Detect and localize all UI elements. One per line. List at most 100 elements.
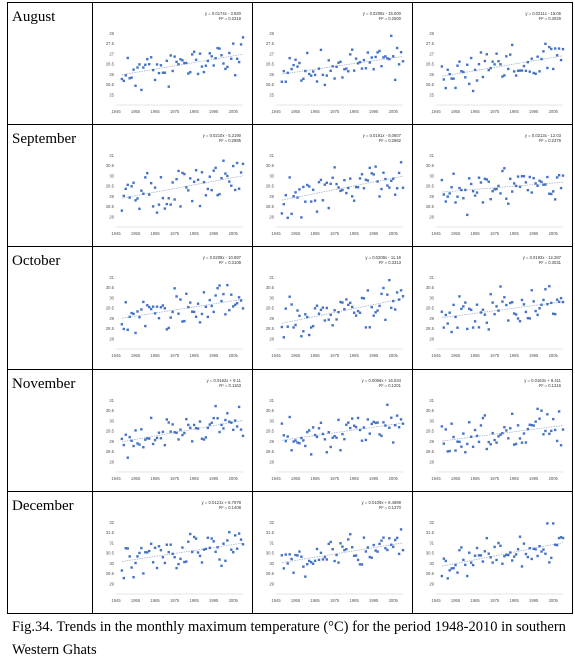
data-point	[306, 316, 309, 319]
data-point	[126, 456, 129, 459]
data-point	[333, 309, 336, 312]
data-point	[286, 71, 289, 75]
data-point	[475, 79, 479, 82]
data-point	[528, 546, 531, 550]
data-point	[540, 57, 543, 61]
trend-line	[121, 419, 244, 442]
data-point	[138, 442, 141, 446]
data-point	[514, 74, 518, 77]
data-point	[497, 434, 500, 438]
data-point	[499, 192, 502, 195]
data-point	[462, 305, 465, 308]
month-label: September	[12, 131, 77, 148]
data-point	[196, 426, 200, 430]
data-point	[149, 308, 153, 311]
data-point	[501, 170, 504, 173]
data-point	[380, 293, 383, 296]
data-point	[280, 421, 284, 425]
data-point	[384, 319, 387, 322]
chart-cell: y = 0.0210x - 5.2190 R² = 0.2885 28 28.5 29 2…	[92, 124, 253, 248]
data-point	[530, 57, 533, 60]
data-point	[142, 571, 145, 575]
data-point	[331, 65, 334, 68]
data-point	[534, 72, 537, 75]
data-point	[378, 305, 381, 308]
data-point	[469, 182, 473, 186]
data-point	[171, 311, 174, 314]
data-point	[483, 549, 487, 553]
y-tick-label: 30.5	[426, 163, 435, 168]
data-point	[446, 322, 449, 326]
y-tick-label: 30.5	[106, 550, 115, 555]
data-point	[200, 171, 204, 174]
trend-equation: y = 0.0121x + 6.7978	[202, 500, 242, 505]
data-point	[509, 302, 512, 305]
y-tick-label: 28.5	[106, 449, 115, 454]
data-point	[327, 542, 330, 545]
data-point	[331, 436, 334, 439]
data-point	[187, 72, 190, 75]
data-point	[142, 445, 145, 448]
data-point	[364, 67, 368, 70]
data-point	[464, 450, 467, 454]
data-point	[540, 409, 543, 412]
data-point	[309, 560, 313, 564]
data-point	[134, 84, 137, 87]
data-point	[329, 540, 332, 543]
data-point	[501, 431, 504, 434]
data-point	[473, 68, 477, 72]
row-august: August y = 0.0174x - 3.920 R² = 0.2318 25 2…	[7, 1, 573, 126]
data-point	[290, 557, 293, 560]
data-point	[386, 548, 389, 551]
data-point	[471, 563, 475, 567]
data-point	[444, 427, 447, 431]
data-point	[536, 55, 539, 58]
data-point	[366, 545, 370, 549]
data-point	[382, 536, 385, 539]
data-point	[191, 550, 194, 553]
data-point	[189, 177, 192, 180]
data-point	[226, 284, 229, 287]
data-point	[331, 176, 334, 180]
x-tick-label: 1975	[330, 109, 340, 114]
data-point	[555, 543, 559, 547]
x-tick-label: 1945	[271, 598, 281, 603]
data-point	[183, 61, 186, 65]
data-point	[333, 434, 336, 437]
y-tick-label: 28.5	[266, 326, 275, 331]
y-tick-label: 27.5	[426, 41, 435, 46]
data-point	[354, 314, 358, 318]
data-point	[157, 71, 161, 75]
data-point	[368, 61, 371, 64]
data-point	[237, 187, 241, 191]
x-tick-label: 1985	[349, 109, 359, 114]
data-point	[183, 560, 186, 563]
data-point	[390, 34, 393, 38]
data-point	[446, 449, 449, 453]
trend-equation: y = 0.0162x + 9.11	[207, 378, 242, 383]
data-point	[159, 548, 163, 552]
x-tick-label: 1975	[490, 476, 500, 481]
data-point	[161, 555, 165, 559]
data-point	[241, 36, 245, 39]
data-point	[399, 51, 403, 54]
trend-line	[121, 175, 244, 199]
data-point	[397, 425, 401, 428]
data-point	[483, 313, 487, 317]
y-tick-label: 29	[429, 194, 434, 199]
data-point	[341, 76, 344, 79]
data-point	[512, 442, 516, 446]
data-point	[351, 416, 354, 420]
data-point	[356, 416, 360, 419]
data-point	[296, 196, 299, 199]
data-point	[187, 540, 190, 543]
x-tick-label: 1995	[529, 231, 539, 236]
data-point	[189, 301, 192, 305]
data-point	[390, 179, 393, 183]
y-tick-label: 28	[269, 31, 274, 36]
data-point	[159, 436, 163, 440]
data-point	[167, 420, 170, 424]
chart-cell: y = 0.0066x + 16.634 R² = 0.1201 28 28.5 29 2…	[252, 368, 413, 492]
data-point	[477, 440, 481, 443]
